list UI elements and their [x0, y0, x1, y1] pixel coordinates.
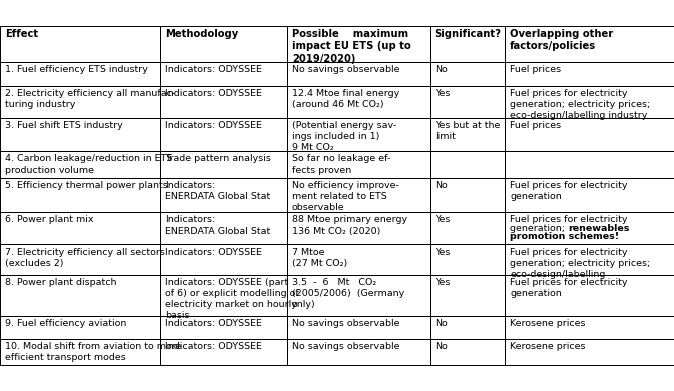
Text: Yes: Yes — [435, 89, 450, 98]
Text: 6. Power plant mix: 6. Power plant mix — [5, 215, 93, 224]
Bar — [160, 339, 287, 365]
Bar — [506, 212, 674, 244]
Text: 88 Mtoe primary energy
136 Mt CO₂ (2020): 88 Mtoe primary energy 136 Mt CO₂ (2020) — [292, 215, 407, 235]
Bar — [0, 316, 160, 339]
Bar — [287, 178, 430, 212]
Text: Fuel prices: Fuel prices — [510, 121, 561, 130]
Text: 9. Fuel efficiency aviation: 9. Fuel efficiency aviation — [5, 319, 126, 328]
Bar — [287, 118, 430, 151]
Bar — [160, 118, 287, 151]
Bar — [430, 151, 506, 178]
Bar — [160, 275, 287, 316]
Text: Overlapping other
factors/policies: Overlapping other factors/policies — [510, 29, 613, 51]
Text: 7. Electricity efficiency all sectors
(excludes 2): 7. Electricity efficiency all sectors (e… — [5, 248, 164, 267]
Bar — [430, 275, 506, 316]
Bar — [287, 151, 430, 178]
Text: Effect: Effect — [5, 29, 38, 39]
Text: Yes: Yes — [435, 248, 450, 256]
Bar — [506, 339, 674, 365]
Bar — [430, 316, 506, 339]
Bar — [287, 26, 430, 62]
Bar — [430, 212, 506, 244]
Text: No savings observable: No savings observable — [292, 319, 399, 328]
Text: Trade pattern analysis: Trade pattern analysis — [165, 154, 271, 163]
Text: 5. Efficiency thermal power plants: 5. Efficiency thermal power plants — [5, 181, 167, 190]
Text: 12.4 Mtoe final energy
(around 46 Mt CO₂): 12.4 Mtoe final energy (around 46 Mt CO₂… — [292, 89, 399, 109]
Bar — [160, 316, 287, 339]
Text: No efficiency improve-
ment related to ETS
observable: No efficiency improve- ment related to E… — [292, 181, 399, 212]
Bar — [287, 339, 430, 365]
Bar — [506, 275, 674, 316]
Bar — [430, 178, 506, 212]
Text: 8. Power plant dispatch: 8. Power plant dispatch — [5, 278, 116, 287]
Text: Kerosene prices: Kerosene prices — [510, 342, 586, 351]
Text: Indicators: ODYSSEE: Indicators: ODYSSEE — [165, 319, 262, 328]
Bar — [506, 118, 674, 151]
Text: Kerosene prices: Kerosene prices — [510, 319, 586, 328]
Bar — [287, 244, 430, 275]
Text: 1. Fuel efficiency ETS industry: 1. Fuel efficiency ETS industry — [5, 65, 148, 74]
Text: No: No — [435, 65, 448, 74]
Bar — [287, 275, 430, 316]
Bar — [430, 118, 506, 151]
Text: promotion schemes!: promotion schemes! — [510, 232, 619, 242]
Bar — [0, 62, 160, 86]
Text: Yes: Yes — [435, 278, 450, 287]
Bar — [430, 339, 506, 365]
Text: generation;: generation; — [510, 224, 568, 233]
Text: Fuel prices: Fuel prices — [510, 65, 561, 74]
Text: Indicators:
ENERDATA Global Stat: Indicators: ENERDATA Global Stat — [165, 181, 270, 201]
Bar — [506, 86, 674, 118]
Bar — [160, 26, 287, 62]
Bar — [287, 86, 430, 118]
Text: (Potential energy sav-
ings included in 1)
9 Mt CO₂: (Potential energy sav- ings included in … — [292, 121, 396, 152]
Bar — [0, 26, 160, 62]
Text: 7 Mtoe
(27 Mt CO₂): 7 Mtoe (27 Mt CO₂) — [292, 248, 347, 267]
Text: 4. Carbon leakage/reduction in ETS
production volume: 4. Carbon leakage/reduction in ETS produ… — [5, 154, 172, 174]
Bar — [160, 178, 287, 212]
Text: 3. Fuel shift ETS industry: 3. Fuel shift ETS industry — [5, 121, 123, 130]
Text: Yes but at the
limit: Yes but at the limit — [435, 121, 500, 141]
Text: No: No — [435, 319, 448, 328]
Bar — [160, 151, 287, 178]
Bar — [0, 118, 160, 151]
Text: 2. Electricity efficiency all manufac-
turing industry: 2. Electricity efficiency all manufac- t… — [5, 89, 175, 109]
Bar — [287, 212, 430, 244]
Bar — [430, 62, 506, 86]
Text: Fuel prices for electricity
generation: Fuel prices for electricity generation — [510, 181, 627, 201]
Text: Indicators: ODYSSEE: Indicators: ODYSSEE — [165, 248, 262, 256]
Text: Significant?: Significant? — [435, 29, 501, 39]
Text: No: No — [435, 181, 448, 190]
Bar — [0, 178, 160, 212]
Text: No savings observable: No savings observable — [292, 65, 399, 74]
Text: 3.5  -  6   Mt   CO₂
(2005/2006)  (Germany
only): 3.5 - 6 Mt CO₂ (2005/2006) (Germany only… — [292, 278, 404, 309]
Bar — [0, 244, 160, 275]
Text: Indicators: ODYSSEE: Indicators: ODYSSEE — [165, 89, 262, 98]
Text: Fuel prices for electricity
generation; electricity prices;
eco-design/labelling: Fuel prices for electricity generation; … — [510, 89, 650, 120]
Bar — [506, 26, 674, 62]
Bar — [506, 151, 674, 178]
Text: 10. Modal shift from aviation to more
efficient transport modes: 10. Modal shift from aviation to more ef… — [5, 342, 181, 362]
Bar — [287, 62, 430, 86]
Text: No: No — [435, 342, 448, 351]
Bar — [0, 86, 160, 118]
Bar — [0, 339, 160, 365]
Bar — [506, 178, 674, 212]
Bar — [0, 275, 160, 316]
Text: So far no leakage ef-
fects proven: So far no leakage ef- fects proven — [292, 154, 390, 174]
Bar — [0, 151, 160, 178]
Text: Methodology: Methodology — [165, 29, 239, 39]
Bar — [506, 316, 674, 339]
Bar — [160, 62, 287, 86]
Bar — [287, 316, 430, 339]
Bar — [506, 62, 674, 86]
Bar — [160, 244, 287, 275]
Bar — [430, 86, 506, 118]
Bar — [160, 86, 287, 118]
Text: No savings observable: No savings observable — [292, 342, 399, 351]
Text: renewables: renewables — [568, 224, 630, 233]
Bar — [506, 244, 674, 275]
Text: Fuel prices for electricity: Fuel prices for electricity — [510, 215, 627, 224]
Text: Fuel prices for electricity
generation: Fuel prices for electricity generation — [510, 278, 627, 298]
Bar — [430, 26, 506, 62]
